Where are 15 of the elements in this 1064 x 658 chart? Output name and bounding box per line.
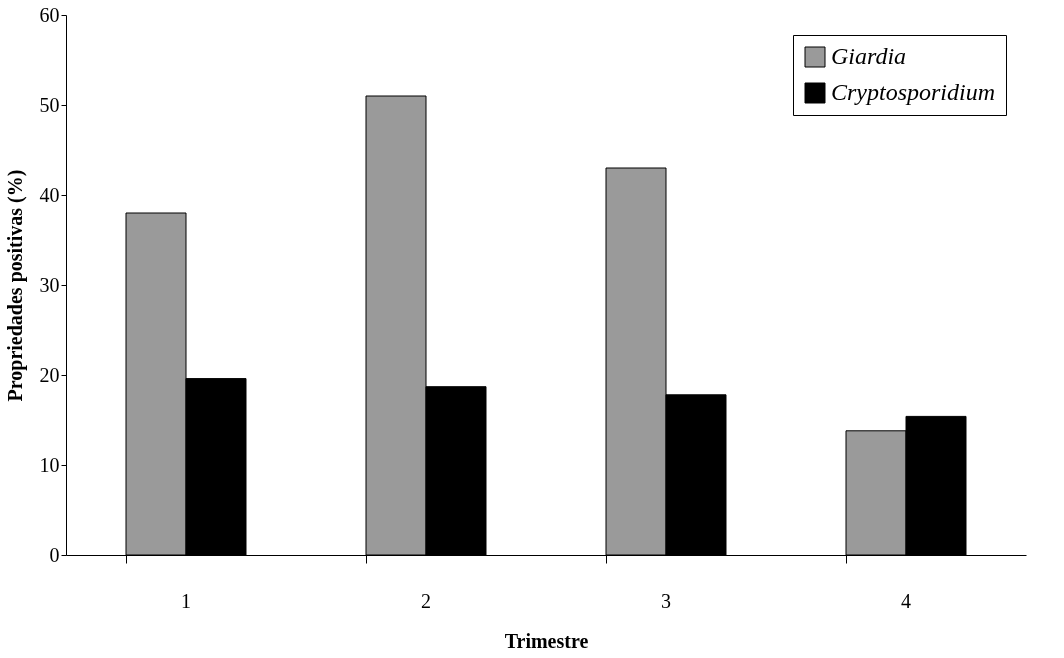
y-tick-label: 30 [39,273,60,296]
x-tick-label: 2 [421,589,431,612]
y-tick-label: 50 [39,93,60,116]
legend-label: Cryptosporidium [831,79,996,105]
y-tick-label: 10 [39,453,60,476]
x-axis-title: Trimestre [504,629,589,652]
x-tick-label: 4 [901,589,911,612]
x-tick-label: 3 [661,589,671,612]
x-tick-label: 1 [181,589,191,612]
y-tick-label: 40 [39,183,60,206]
y-tick-label: 20 [39,363,60,386]
y-tick-label: 60 [39,3,60,26]
y-axis-title: Propriedades positivas (%) [3,169,27,402]
legend-label: Giardia [831,43,907,69]
y-tick-label: 0 [49,543,60,566]
